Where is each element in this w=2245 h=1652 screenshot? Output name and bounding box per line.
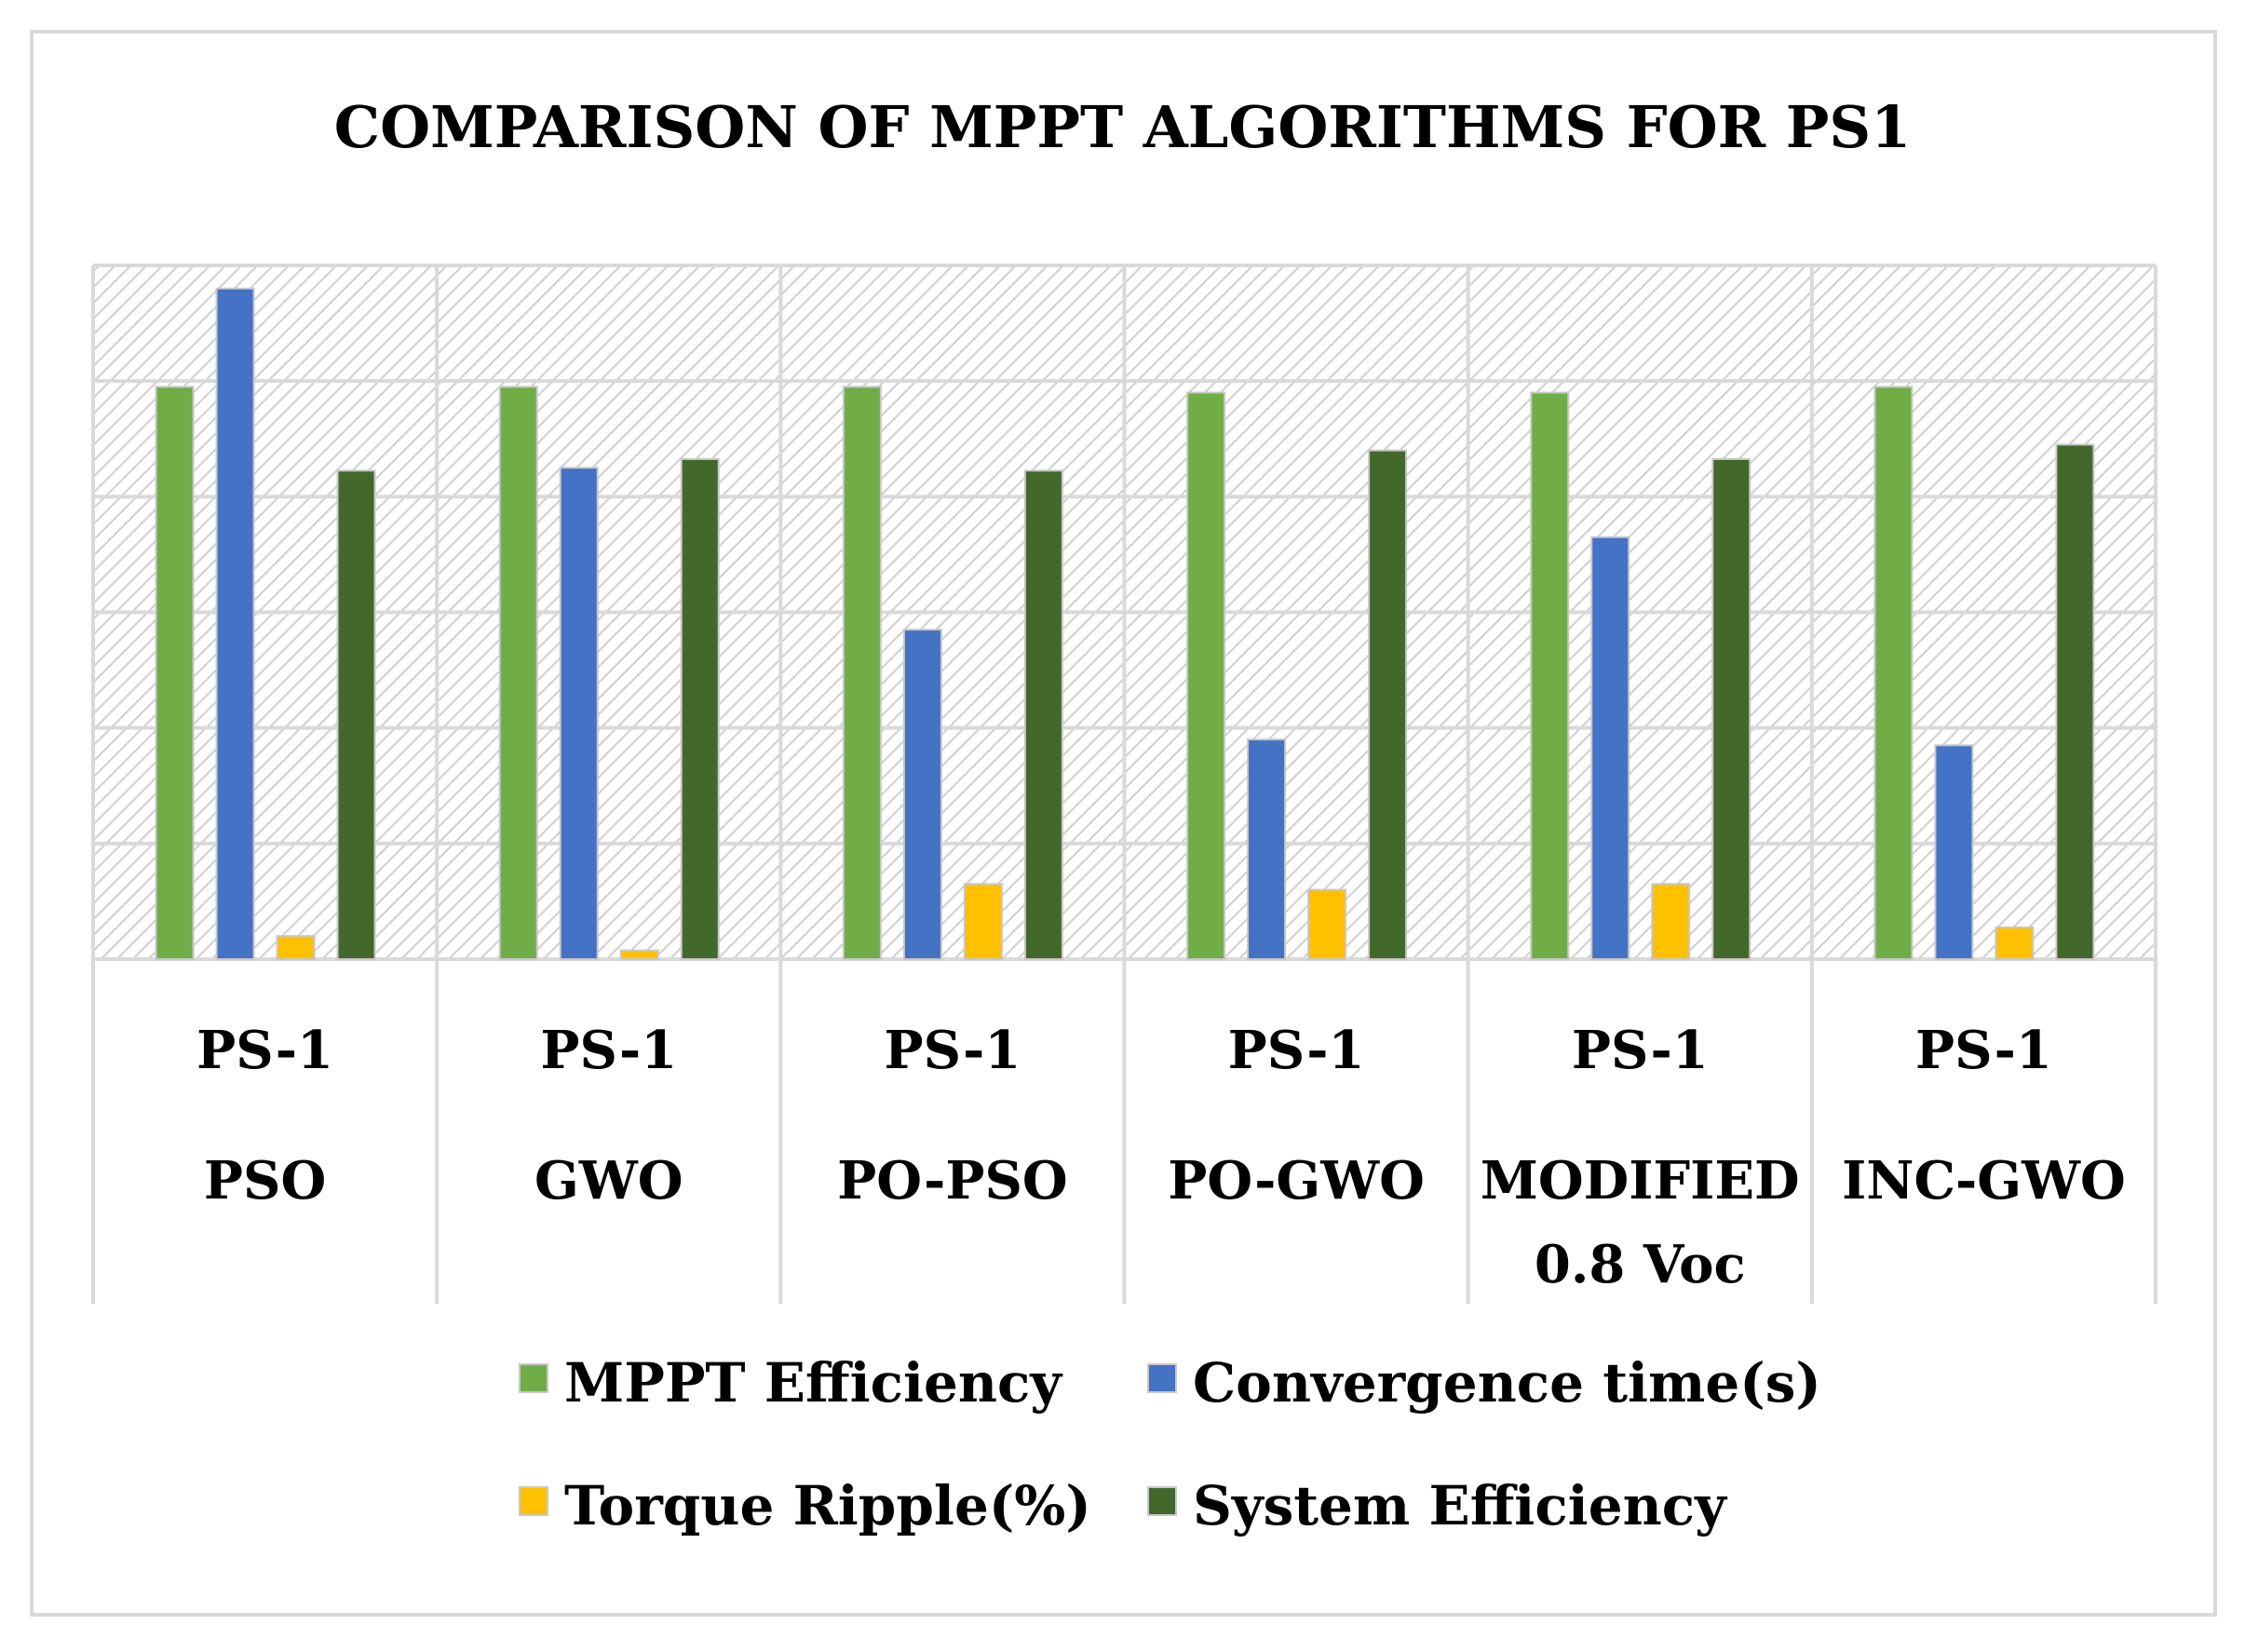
bar-mppt-efficiency-3 (842, 386, 882, 960)
category-label: PS-1 (1228, 1020, 1365, 1081)
category-label: PSO (204, 1150, 326, 1212)
legend-swatch (1147, 1486, 1177, 1516)
bar-convergence-time-s-5 (1590, 535, 1630, 961)
bar-convergence-time-s-4 (1247, 738, 1287, 960)
bar-convergence-time-s-2 (559, 467, 599, 960)
category-label: GWO (534, 1150, 683, 1212)
category-label: PS-1 (1915, 1020, 2052, 1081)
category-label: PS-1 (885, 1020, 1021, 1081)
category-label: MODIFIED (1481, 1150, 1800, 1212)
category-label: PS-1 (1572, 1020, 1709, 1081)
bar-system-efficiency-1 (336, 469, 376, 961)
category-label: INC-GWO (1842, 1150, 2126, 1212)
bar-system-efficiency-6 (2055, 443, 2095, 961)
bar-torque-ripple-1 (276, 935, 316, 961)
bar-mppt-efficiency-6 (1873, 386, 1914, 960)
chart-title: COMPARISON OF MPPT ALGORITHMS FOR PS1 (333, 93, 1912, 161)
category-label: 0.8 Voc (1535, 1234, 1746, 1295)
legend-label: Convergence time(s) (1193, 1351, 1821, 1415)
bar-system-efficiency-2 (680, 457, 720, 960)
bar-torque-ripple-2 (619, 949, 659, 960)
category-label: PS-1 (540, 1020, 677, 1081)
legend: MPPT Efficiency Convergence time(s) Torque… (519, 1351, 1821, 1537)
legend-swatch (519, 1363, 548, 1393)
bar-mppt-efficiency-5 (1530, 391, 1570, 961)
bar-mppt-efficiency-2 (498, 386, 538, 960)
bar-torque-ripple-6 (1995, 926, 2035, 961)
legend-swatch (519, 1486, 548, 1516)
bar-torque-ripple-5 (1651, 883, 1691, 961)
bar-system-efficiency-4 (1368, 449, 1408, 960)
legend-label: Torque Ripple(%) (564, 1474, 1091, 1537)
bar-torque-ripple-4 (1307, 888, 1347, 960)
category-label: PO-PSO (837, 1150, 1068, 1212)
bar-mppt-efficiency-4 (1186, 391, 1226, 961)
bar-convergence-time-s-6 (1934, 744, 1974, 961)
bars (155, 287, 2095, 961)
bar-convergence-time-s-1 (215, 287, 255, 961)
bar-torque-ripple-3 (963, 883, 1003, 961)
category-label: PO-GWO (1168, 1150, 1425, 1212)
bar-system-efficiency-3 (1023, 469, 1063, 961)
bar-convergence-time-s-3 (902, 629, 942, 960)
category-table: PS-1 PSO PS-1 GWO PS-1 PO-PSO PS-1 PO-GWO PS-1 MO… (91, 959, 2157, 1304)
legend-swatch (1147, 1363, 1177, 1393)
legend-label: MPPT Efficiency (564, 1351, 1063, 1415)
bar-mppt-efficiency-1 (155, 386, 195, 960)
category-label: PS-1 (196, 1020, 333, 1081)
bar-system-efficiency-5 (1711, 457, 1751, 960)
legend-label: System Efficiency (1193, 1474, 1728, 1537)
